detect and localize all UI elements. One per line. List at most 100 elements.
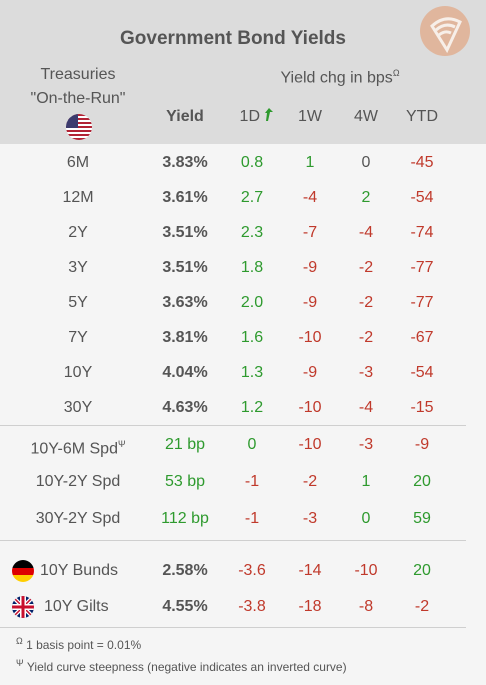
row-1w: -3 — [302, 510, 318, 527]
table-row: 5Y 3.63% 2.0 -9 -2 -77 — [0, 285, 486, 320]
row-ytd: -77 — [410, 294, 434, 311]
table-row: 6M 3.83% 0.8 1 0 -45 — [0, 145, 486, 180]
row-1d: 2.7 — [240, 189, 264, 206]
row-label: 30Y — [63, 399, 93, 416]
row-yield: 3.81% — [162, 329, 208, 346]
germany-flag-icon — [12, 560, 34, 582]
row-4w: -4 — [358, 399, 374, 416]
row-1w: -14 — [298, 562, 322, 579]
treasuries-label: Treasuries — [40, 66, 116, 83]
row-yield: 3.83% — [162, 154, 208, 171]
row-label: 10Y Gilts — [44, 598, 109, 615]
omega-symbol: Ω — [16, 636, 23, 646]
row-1d: -3.6 — [238, 562, 266, 579]
yield-chg-header: Yield chg in bpsΩ — [240, 68, 440, 87]
table-row: 10Y 4.04% 1.3 -9 -3 -54 — [0, 355, 486, 390]
row-ytd: -67 — [410, 329, 434, 346]
row-label: 10Y-6M SpdΨ — [0, 427, 156, 462]
col-ytd-header: YTD — [406, 108, 438, 125]
row-4w: 0 — [361, 154, 371, 171]
row-yield: 21 bp — [164, 436, 206, 453]
row-yield: 112 bp — [161, 510, 209, 527]
table-row: 12M 3.61% 2.7 -4 2 -54 — [0, 180, 486, 215]
row-4w: -2 — [358, 294, 374, 311]
row-label: 30Y-2Y Spd — [35, 510, 121, 527]
row-4w: 1 — [361, 473, 371, 490]
row-1d: 0.8 — [240, 154, 264, 171]
table-row: 30Y 4.63% 1.2 -10 -4 -15 — [0, 390, 486, 425]
row-1d: 1.6 — [240, 329, 264, 346]
row-label: 7Y — [68, 329, 88, 346]
row-1w: -9 — [302, 364, 318, 381]
row-yield: 3.61% — [162, 189, 208, 206]
row-1d: 2.0 — [240, 294, 264, 311]
table-row: 2Y 3.51% 2.3 -7 -4 -74 — [0, 215, 486, 250]
col-1w-header: 1W — [298, 108, 322, 125]
divider — [0, 540, 466, 541]
row-4w: -4 — [358, 224, 374, 241]
row-1w: 1 — [305, 154, 315, 171]
row-ytd: 59 — [413, 510, 431, 527]
row-1w: -4 — [302, 189, 318, 206]
row-yield: 4.63% — [162, 399, 208, 416]
uk-flag-icon — [12, 596, 34, 618]
col-4w-header: 4W — [354, 108, 378, 125]
row-ytd: 20 — [413, 473, 431, 490]
row-4w: -8 — [358, 598, 374, 615]
row-label: 10Y Bunds — [40, 562, 118, 579]
row-ytd: 20 — [413, 562, 431, 579]
row-ytd: -9 — [414, 436, 430, 453]
row-ytd: -54 — [410, 364, 434, 381]
footnote-steepness: Ψ Yield curve steepness (negative indica… — [16, 658, 347, 674]
row-1w: -9 — [302, 259, 318, 276]
table-row: 3Y 3.51% 1.8 -9 -2 -77 — [0, 250, 486, 285]
divider — [0, 425, 466, 426]
table-row: 10Y-6M SpdΨ 21 bp 0 -10 -3 -9 — [0, 427, 486, 462]
row-1w: -9 — [302, 294, 318, 311]
row-4w: -3 — [358, 364, 374, 381]
table-row: 10Y-2Y Spd 53 bp -1 -2 1 20 — [0, 464, 486, 499]
psi-symbol: Ψ — [16, 658, 24, 668]
row-label: 2Y — [68, 224, 88, 241]
row-1w: -10 — [298, 329, 322, 346]
row-4w: -2 — [358, 259, 374, 276]
table-row: 10Y Bunds 2.58% -3.6 -14 -10 20 — [0, 553, 486, 588]
row-1d: 1.8 — [240, 259, 264, 276]
row-1w: -7 — [302, 224, 318, 241]
row-1d: 0 — [247, 436, 257, 453]
row-yield: 2.58% — [162, 562, 208, 579]
table-row: 10Y Gilts 4.55% -3.8 -18 -8 -2 — [0, 589, 486, 624]
row-label: 12M — [62, 189, 94, 206]
footnote-basis-point: Ω 1 basis point = 0.01% — [16, 636, 141, 652]
trend-up-arrow-icon — [265, 108, 274, 121]
col-yield-header: Yield — [166, 108, 204, 125]
spread-label: 10Y-6M Spd — [30, 440, 118, 458]
row-label: 5Y — [68, 294, 88, 311]
row-ytd: -45 — [410, 154, 434, 171]
row-label: 3Y — [68, 259, 88, 276]
row-1w: -10 — [298, 399, 322, 416]
row-ytd: -74 — [410, 224, 434, 241]
row-4w: 0 — [361, 510, 371, 527]
row-yield: 3.51% — [162, 259, 208, 276]
row-1d: -1 — [244, 510, 260, 527]
divider — [0, 627, 466, 628]
row-ytd: -54 — [410, 189, 434, 206]
yield-chg-label: Yield chg in bps — [280, 69, 393, 87]
row-ytd: -2 — [414, 598, 430, 615]
omega-superscript: Ω — [392, 68, 400, 78]
row-1d: 2.3 — [240, 224, 264, 241]
row-1d: -3.8 — [238, 598, 266, 615]
table-header: Government Bond Yields Treasuries "On-th… — [0, 0, 486, 144]
page-title: Government Bond Yields — [120, 28, 346, 49]
table-row: 7Y 3.81% 1.6 -10 -2 -67 — [0, 320, 486, 355]
bond-logo-icon — [420, 6, 470, 56]
row-ytd: -77 — [410, 259, 434, 276]
row-yield: 4.04% — [162, 364, 208, 381]
row-yield: 4.55% — [162, 598, 208, 615]
row-yield: 53 bp — [164, 473, 206, 490]
row-ytd: -15 — [410, 399, 434, 416]
row-label: 6M — [66, 154, 90, 171]
row-label: 10Y — [63, 364, 93, 381]
col-1d-header: 1D — [232, 108, 282, 126]
